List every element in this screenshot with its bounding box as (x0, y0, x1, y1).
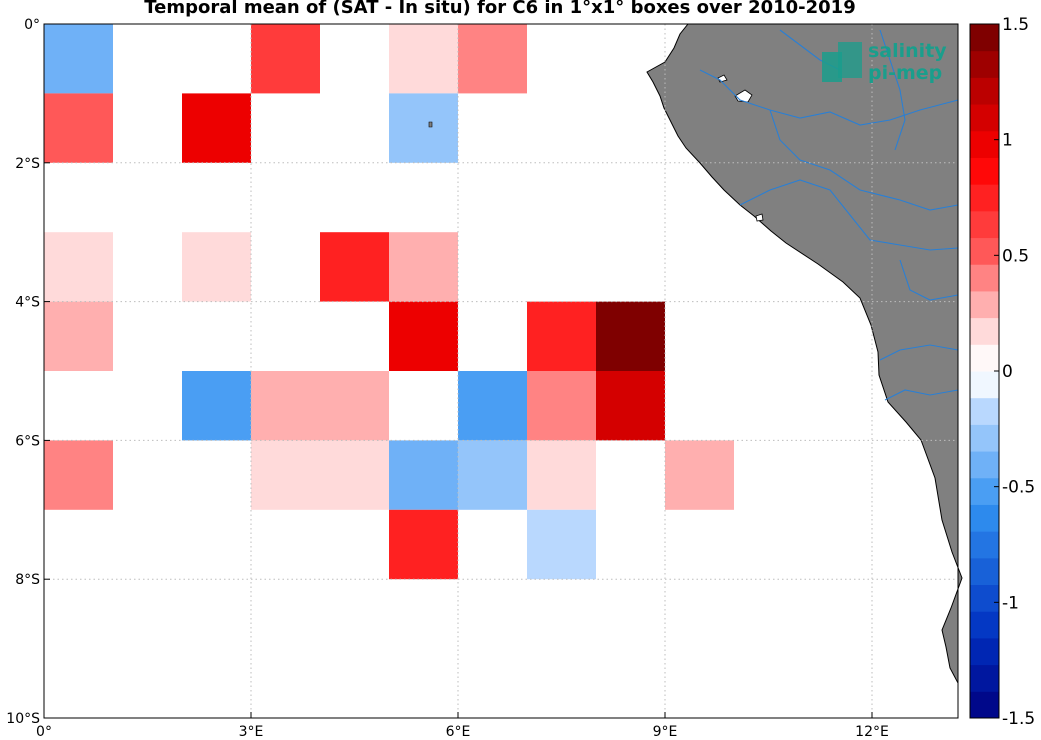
heatmap-cell (527, 301, 596, 371)
axis-ticks: 0°2°S4°S6°S8°S10°S0° 3°E 6°E 9°E 12°E (6, 17, 889, 740)
colorbar-step (970, 584, 999, 612)
colorbar-step (970, 611, 999, 639)
salinity-pi-mep-logo: salinity pi-mep (822, 40, 947, 84)
heatmap-cell (320, 371, 389, 441)
colorbar-step (970, 424, 999, 452)
lon-tick-label: 3°E (239, 724, 264, 740)
heatmap-cell (458, 24, 527, 94)
colorbar-step (970, 264, 999, 292)
heatmap-cell (389, 509, 458, 580)
lat-tick-label: 6°S (15, 433, 40, 449)
heatmap-cell (527, 509, 596, 580)
heatmap-cell (44, 301, 113, 371)
gridlines (44, 24, 958, 718)
island (428, 121, 433, 128)
heatmap-cell (389, 440, 458, 510)
colorbar-label: 0 (1002, 362, 1013, 382)
colorbar-step (970, 317, 999, 345)
colorbar-step (970, 50, 999, 78)
colorbar-labels: 1.5 1 0.5 0 -0.5 -1 -1.5 (994, 15, 1035, 729)
colorbar-label: 0.5 (1002, 246, 1029, 266)
heatmap-cell (182, 93, 251, 163)
colorbar-step (970, 371, 999, 399)
heatmap-cell (458, 371, 527, 441)
colorbar-step (970, 531, 999, 559)
heatmap-cell (665, 440, 734, 510)
lon-tick-label: 6°E (446, 724, 471, 740)
colorbar-step (970, 344, 999, 372)
colorbar-step (970, 557, 999, 586)
colorbar-step (970, 210, 999, 239)
colorbar-step (970, 157, 999, 185)
heatmap-cell (44, 24, 113, 94)
colorbar-step (970, 77, 999, 105)
colorbar-step (970, 691, 999, 719)
heatmap-cell (389, 24, 458, 94)
heatmap-cell (320, 232, 389, 302)
heatmap-cell (251, 440, 320, 510)
colorbar-step (970, 104, 999, 132)
lat-tick-label: 0° (24, 17, 40, 33)
colorbar-step (970, 397, 999, 425)
logo-line2: pi-mep (868, 62, 942, 84)
lat-tick-label: 4°S (15, 295, 40, 311)
lat-tick-label: 10°S (6, 711, 40, 727)
heatmap-cells (44, 24, 734, 580)
colorbar-step (970, 24, 999, 52)
colorbar-label: -1.5 (1002, 709, 1035, 729)
heatmap-cell (251, 371, 320, 441)
colorbar-step (970, 237, 999, 265)
lon-tick-label: 12°E (855, 724, 889, 740)
heatmap-cell (389, 301, 458, 371)
heatmap-cell (320, 440, 389, 510)
heatmap-cell (527, 440, 596, 510)
chart-title: Temporal mean of (SAT - In situ) for C6 … (144, 0, 856, 18)
lagoon-shape (755, 213, 764, 222)
heatmap-cell (596, 371, 665, 441)
colorbar-step (970, 130, 999, 158)
land-africa (646, 23, 963, 684)
heatmap-cell (389, 93, 458, 163)
lon-tick-label: 9°E (653, 724, 678, 740)
lat-tick-label: 2°S (15, 156, 40, 172)
colorbar-step (970, 664, 999, 692)
colorbar-step (970, 451, 999, 479)
heatmap-cell (458, 440, 527, 510)
colorbar (970, 24, 999, 719)
colorbar-label: -0.5 (1002, 478, 1035, 498)
heatmap-cell (389, 232, 458, 302)
colorbar-label: 1.5 (1002, 15, 1029, 35)
lat-tick-label: 8°S (15, 572, 40, 588)
colorbar-label: 1 (1002, 131, 1013, 151)
colorbar-step (970, 290, 999, 319)
colorbar-label: -1 (1002, 593, 1019, 613)
heatmap-cell (527, 371, 596, 441)
heatmap-cell (182, 371, 251, 441)
heatmap-cell (44, 232, 113, 302)
heatmap-cell (251, 24, 320, 94)
colorbar-step (970, 504, 999, 532)
colorbar-step (970, 184, 999, 212)
logo-line1: salinity (868, 40, 947, 62)
heatmap-cell (44, 93, 113, 163)
heatmap-cell (44, 440, 113, 510)
colorbar-step (970, 637, 999, 666)
heatmap-cell (182, 232, 251, 302)
lon-tick-label: 0° (36, 724, 52, 740)
rivers (699, 29, 959, 401)
heatmap-cell (596, 301, 665, 371)
colorbar-step (970, 477, 999, 505)
map-frame (43, 23, 959, 719)
